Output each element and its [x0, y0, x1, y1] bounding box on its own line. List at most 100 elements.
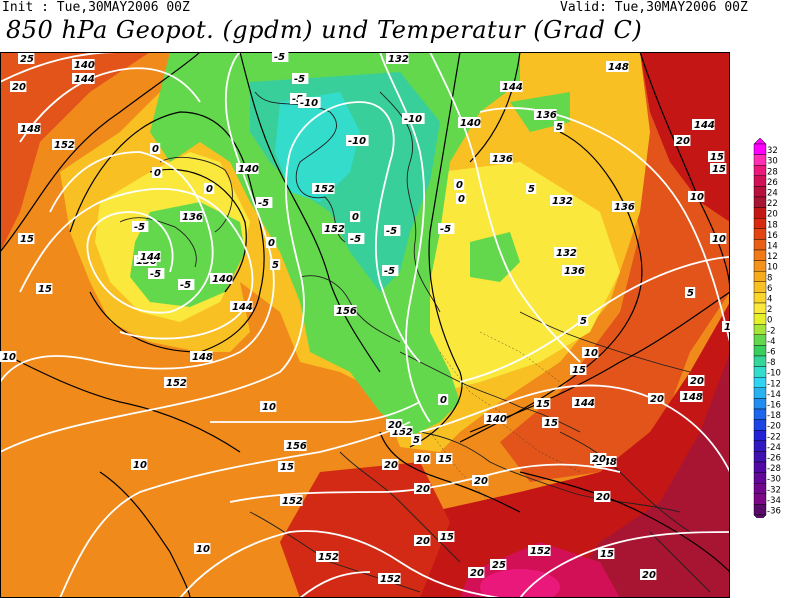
temperature-label-bg: [384, 225, 401, 236]
geopotential-label: 140: [74, 60, 95, 71]
geopotential-label: 148: [608, 62, 629, 73]
temperature-label: 20: [592, 454, 606, 465]
temperature-label-bg: [402, 113, 425, 124]
geopotential-label: 148: [724, 322, 730, 333]
temperature-label: -10: [348, 136, 366, 147]
temperature-label: 10: [712, 234, 726, 245]
geopotential-isolines: [0, 52, 730, 598]
geopotential-label: 152: [318, 552, 339, 563]
temperature-label-bg: [194, 543, 211, 554]
temperature-label: 20: [642, 570, 656, 581]
geopotential-label-bg: [230, 301, 253, 312]
geopotential-label-bg: [490, 153, 513, 164]
geopotential-label-bg: [164, 377, 187, 388]
legend-value: -32: [767, 485, 781, 495]
temperature-label-bg: [674, 135, 691, 146]
geopotential-label: 152: [392, 427, 413, 438]
legend-arrow-up: [753, 138, 767, 145]
temperature-label-bg: [438, 223, 455, 234]
temperature-label: -5: [350, 234, 361, 245]
temperature-label: 0: [154, 168, 161, 179]
legend-value: 16: [767, 231, 778, 241]
geopotential-label-bg: [612, 201, 635, 212]
temperature-label: 15: [38, 284, 52, 295]
geopotential-label: 148: [682, 392, 703, 403]
temperature-label: 15: [710, 152, 724, 163]
geopotential-label: 152: [314, 184, 335, 195]
legend-value: 0: [767, 316, 772, 326]
geopotential-label-bg: [284, 440, 307, 451]
geopotential-label: 148: [192, 352, 213, 363]
legend-swatch: [753, 154, 767, 166]
legend-swatch: [753, 408, 767, 420]
geopotential-label: 132: [556, 248, 577, 259]
weather-map: 140 144 132 148 144 136 144 148 140 152 152 140 136 1…: [0, 52, 730, 598]
geopotential-label-bg: [236, 163, 259, 174]
color-legend: 32302826242220181614121086420-2-4-6-8-10…: [753, 138, 781, 518]
temperature-label: 15: [536, 399, 550, 410]
legend-value: 32: [767, 146, 778, 156]
legend-value: -20: [767, 422, 781, 432]
temperature-label-bg: [348, 233, 365, 244]
temperature-label: 10: [262, 402, 276, 413]
geopotential-label: 140: [460, 118, 481, 129]
geopotential-label: 144: [232, 302, 253, 313]
legend-swatch: [753, 143, 767, 155]
legend-value: 14: [767, 242, 778, 252]
geopotential-label-bg: [72, 59, 95, 70]
geopotential-label: 148: [20, 124, 41, 135]
geopotential-label-bg: [52, 139, 75, 150]
geopotential-label-bg: [334, 305, 357, 316]
legend-swatch: [753, 483, 767, 495]
legend-value: -24: [767, 443, 781, 453]
legend-value: 22: [767, 199, 778, 209]
geopotential-label-bg: [386, 53, 409, 64]
geopotential-label-bg: [18, 123, 41, 134]
temperature-label: 20: [416, 536, 430, 547]
temperature-label: -5: [386, 226, 397, 237]
geopotential-label-bg: [390, 426, 413, 437]
legend-value: -18: [767, 411, 781, 421]
geopotential-label: 152: [324, 224, 345, 235]
temperature-label-bg: [640, 569, 657, 580]
temperature-label: 20: [596, 492, 610, 503]
temperature-label: 0: [352, 212, 359, 223]
geopotential-label-bg: [550, 195, 573, 206]
legend-value: 2: [767, 305, 772, 315]
temperature-label: 20: [384, 460, 398, 471]
legend-value: 8: [767, 273, 772, 283]
temperature-label-bg: [18, 233, 35, 244]
geopotential-label-bg: [190, 351, 213, 362]
geopotential-label-bg: [210, 273, 233, 284]
legend-swatch: [753, 398, 767, 410]
temperature-label: 0: [458, 194, 465, 205]
temperature-label-bg: [298, 97, 321, 108]
temperature-label-bg: [148, 268, 165, 279]
geopotential-label: 140: [486, 414, 507, 425]
temperature-isolines: [0, 52, 730, 598]
temperature-label-bg: [36, 283, 53, 294]
temperature-label: 15: [280, 462, 294, 473]
legend-swatch: [753, 270, 767, 282]
legend-value: 4: [767, 295, 772, 305]
legend-swatch: [753, 387, 767, 399]
temperature-label: 0: [268, 238, 275, 249]
temperature-label-bg: [132, 221, 149, 232]
geopotential-label-bg: [562, 265, 585, 276]
legend-swatch: [753, 430, 767, 442]
geopotential-label: 136: [614, 202, 635, 213]
legend-swatch: [753, 313, 767, 325]
temperature-label-bg: [534, 398, 551, 409]
temperature-label-bg: [10, 81, 27, 92]
temperature-label-bg: [260, 401, 277, 412]
temperature-label: -5: [150, 269, 161, 280]
temperature-label: -5: [134, 222, 145, 233]
temperature-label: -5: [180, 280, 191, 291]
temperature-label: 10: [196, 544, 210, 555]
legend-swatch: [753, 281, 767, 293]
geopotential-label-bg: [572, 397, 595, 408]
temperature-label-bg: [648, 393, 665, 404]
temperature-label-bg: [542, 417, 559, 428]
temperature-label: 0: [440, 395, 447, 406]
